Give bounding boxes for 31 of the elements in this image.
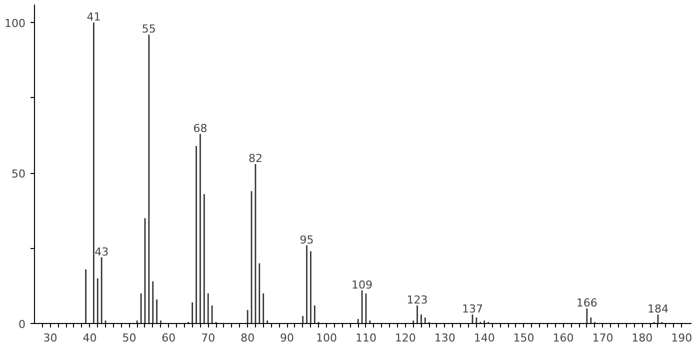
- x-tick-label: 170: [592, 332, 614, 344]
- annotation: 184: [647, 302, 668, 316]
- x-tick-label: 140: [474, 332, 495, 344]
- x-tick-label: 150: [513, 332, 534, 344]
- x-tick-label: 80: [240, 332, 255, 344]
- annotation: 82: [248, 152, 262, 165]
- annotation: 68: [193, 122, 208, 135]
- x-tick-label: 110: [355, 332, 376, 344]
- y-tick-label: 100: [4, 17, 26, 30]
- x-tick-label: 100: [316, 332, 337, 344]
- annotation: 166: [576, 296, 598, 310]
- x-tick-label: 130: [434, 332, 456, 344]
- annotation: 95: [300, 233, 314, 246]
- annotation: 109: [352, 278, 373, 292]
- annotation: 55: [142, 22, 156, 36]
- x-tick-label: 60: [162, 332, 176, 344]
- annotation: 123: [406, 293, 428, 306]
- annotation: 43: [94, 245, 109, 258]
- x-tick-label: 180: [632, 332, 653, 344]
- annotation: 137: [462, 302, 483, 316]
- x-tick-label: 190: [671, 332, 692, 344]
- x-tick-label: 90: [280, 332, 294, 344]
- x-tick-label: 120: [394, 332, 416, 344]
- x-tick-label: 160: [552, 332, 574, 344]
- x-tick-label: 70: [201, 332, 216, 344]
- x-tick-label: 30: [43, 332, 58, 344]
- y-tick-label: 50: [12, 168, 26, 181]
- x-tick-label: 40: [82, 332, 97, 344]
- y-tick-label: 0: [18, 318, 26, 331]
- annotation: 41: [86, 10, 101, 24]
- x-tick-label: 50: [122, 332, 136, 344]
